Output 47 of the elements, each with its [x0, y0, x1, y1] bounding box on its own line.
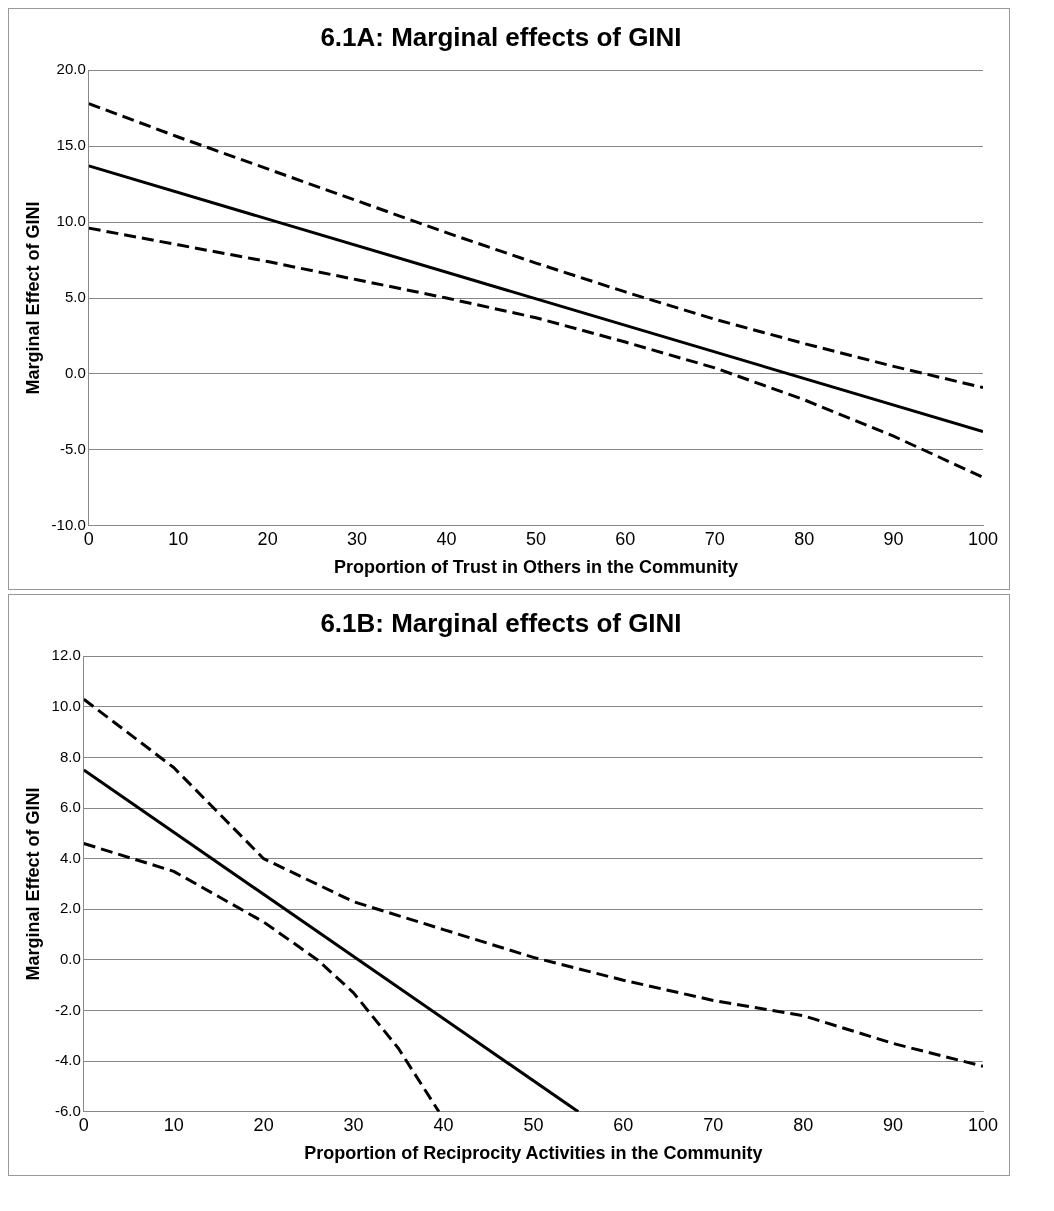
x-tick-label: 60: [613, 1114, 634, 1135]
x-tick-label: 80: [793, 1114, 814, 1135]
x-tick-label: 10: [168, 528, 189, 549]
y-tick-label: -5.0: [59, 440, 86, 458]
x-tick-label: 20: [257, 528, 278, 549]
y-tick-label: 0.0: [64, 364, 86, 382]
x-tick-label: 10: [163, 1114, 184, 1135]
y-tick-label: 4.0: [59, 848, 81, 866]
y-axis-title: Marginal Effect of GINI: [22, 201, 43, 395]
y-tick-label: 20.0: [56, 60, 86, 78]
line-series: [83, 697, 983, 1068]
x-tick-label: 40: [433, 1114, 454, 1135]
y-tick-label: -4.0: [54, 1051, 81, 1069]
x-tick-label: 70: [703, 1114, 724, 1135]
x-axis-title: Proportion of Reciprocity Activities in the Community: [304, 1143, 763, 1164]
y-tick-label: 6.0: [59, 798, 81, 816]
x-tick-label: 90: [883, 1114, 904, 1135]
x-tick-label: 40: [436, 528, 457, 549]
y-tick-label: 15.0: [56, 136, 86, 154]
chart-title: 6.1B: Marginal effects of GINI: [320, 607, 682, 638]
y-tick-label: -10.0: [51, 515, 86, 533]
x-tick-label: 30: [347, 528, 368, 549]
y-tick-label: 8.0: [59, 747, 81, 765]
x-axis-title: Proportion of Trust in Others in the Community: [333, 557, 738, 578]
y-tick-label: 2.0: [59, 899, 81, 917]
y-tick-label: 0.0: [59, 950, 81, 968]
x-tick-label: 50: [525, 528, 546, 549]
chart-title: 6.1A: Marginal effects of GINI: [320, 21, 682, 52]
line-series: [83, 842, 441, 1112]
line-series: [88, 226, 983, 479]
x-tick-label: 50: [523, 1114, 544, 1135]
x-tick-label: 60: [615, 528, 636, 549]
y-tick-label: 5.0: [64, 288, 86, 306]
x-tick-label: 80: [794, 528, 815, 549]
y-tick-label: 10.0: [51, 696, 81, 714]
x-tick-label: 100: [967, 1114, 999, 1135]
x-tick-label: 90: [883, 528, 904, 549]
x-tick-label: 70: [704, 528, 725, 549]
y-axis-title: Marginal Effect of GINI: [22, 787, 43, 981]
x-tick-label: 100: [967, 528, 999, 549]
x-tick-label: 30: [343, 1114, 364, 1135]
y-tick-label: 12.0: [51, 646, 81, 664]
y-tick-label: -6.0: [54, 1101, 81, 1119]
line-series: [88, 102, 983, 390]
y-tick-label: -2.0: [54, 1000, 81, 1018]
y-tick-label: 10.0: [56, 212, 86, 230]
x-tick-label: 20: [253, 1114, 274, 1135]
